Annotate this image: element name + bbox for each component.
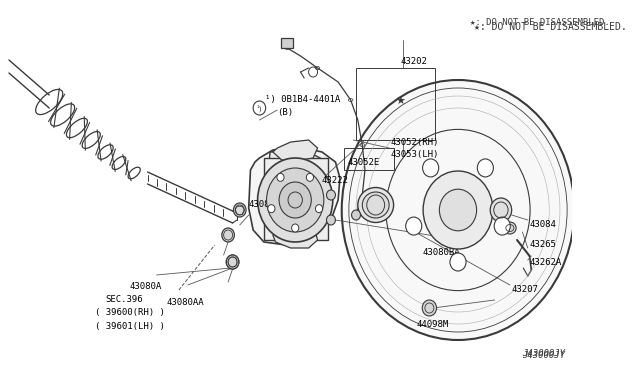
- Text: 43080B: 43080B: [249, 200, 281, 209]
- Ellipse shape: [504, 222, 516, 234]
- Text: 43080BA: 43080BA: [422, 248, 460, 257]
- Polygon shape: [273, 228, 317, 248]
- Text: ★: DO NOT BE DISASSEMBLED.: ★: DO NOT BE DISASSEMBLED.: [470, 18, 609, 27]
- Bar: [281, 38, 293, 48]
- Bar: [264, 158, 328, 240]
- Circle shape: [292, 224, 299, 232]
- Circle shape: [422, 159, 438, 177]
- Circle shape: [234, 203, 246, 217]
- Circle shape: [316, 205, 323, 213]
- Circle shape: [490, 198, 511, 222]
- Text: 43080A: 43080A: [130, 282, 162, 291]
- Circle shape: [440, 189, 477, 231]
- Circle shape: [494, 217, 510, 235]
- Circle shape: [326, 190, 335, 200]
- Polygon shape: [249, 148, 340, 245]
- Circle shape: [450, 253, 466, 271]
- Ellipse shape: [362, 192, 389, 218]
- Circle shape: [307, 173, 314, 181]
- Circle shape: [406, 217, 422, 235]
- Text: ¹): ¹): [257, 104, 262, 112]
- Circle shape: [227, 255, 239, 269]
- Circle shape: [422, 300, 436, 316]
- Text: ★: DO NOT BE DISASSEMBLED.: ★: DO NOT BE DISASSEMBLED.: [474, 22, 627, 32]
- Text: 43053(LH): 43053(LH): [391, 150, 439, 159]
- Text: 43262A: 43262A: [529, 258, 562, 267]
- Circle shape: [227, 255, 239, 269]
- Text: J43000JY: J43000JY: [522, 349, 565, 358]
- Text: 43265: 43265: [529, 240, 556, 249]
- Text: ¹) 0B1B4-4401A: ¹) 0B1B4-4401A: [265, 95, 340, 104]
- Text: SEC.396: SEC.396: [106, 295, 143, 304]
- Bar: [344, 148, 394, 170]
- Ellipse shape: [358, 187, 394, 222]
- Text: 43080AA: 43080AA: [166, 298, 204, 307]
- Circle shape: [326, 215, 335, 225]
- Text: ★: ★: [395, 97, 405, 107]
- Polygon shape: [264, 150, 322, 240]
- Text: (B): (B): [277, 108, 293, 117]
- Text: ( 39600(RH) ): ( 39600(RH) ): [95, 308, 164, 317]
- Text: 43052(RH): 43052(RH): [391, 138, 439, 147]
- Circle shape: [267, 168, 324, 232]
- Text: 43222: 43222: [321, 176, 348, 185]
- Text: 43207: 43207: [511, 285, 538, 294]
- Text: 43052E: 43052E: [347, 158, 380, 167]
- Bar: [356, 68, 435, 140]
- Circle shape: [477, 159, 493, 177]
- Polygon shape: [273, 140, 317, 160]
- Circle shape: [258, 158, 333, 242]
- Circle shape: [351, 210, 360, 220]
- Circle shape: [277, 173, 284, 181]
- Text: J43000JY: J43000JY: [522, 351, 565, 360]
- Text: ( 39601(LH) ): ( 39601(LH) ): [95, 322, 164, 331]
- Text: 43202: 43202: [401, 57, 428, 66]
- Circle shape: [342, 80, 574, 340]
- Circle shape: [268, 205, 275, 213]
- Circle shape: [279, 182, 311, 218]
- Circle shape: [423, 171, 493, 249]
- Circle shape: [222, 228, 234, 242]
- Text: 43084: 43084: [529, 220, 556, 229]
- Text: 44098M: 44098M: [417, 320, 449, 329]
